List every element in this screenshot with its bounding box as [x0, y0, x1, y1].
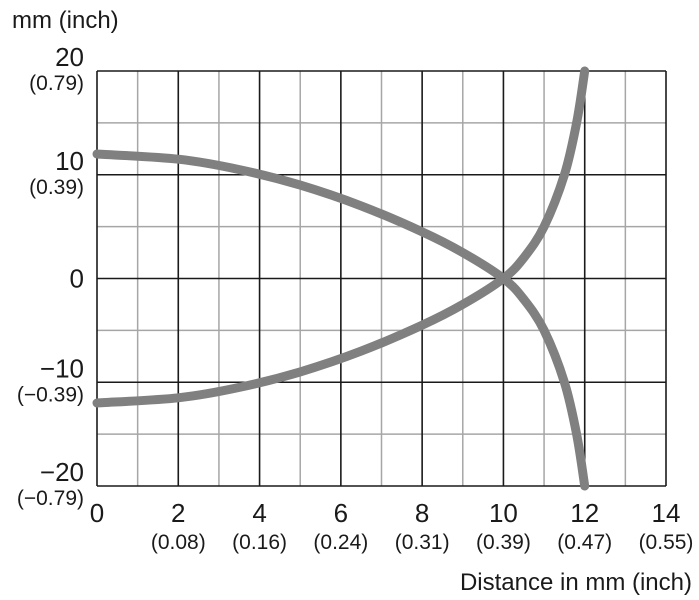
x-tick-label: 0 — [90, 498, 104, 528]
x-tick-label: 4 — [252, 498, 266, 528]
y-tick-sublabel: (0.79) — [29, 72, 84, 95]
x-tick-label: 2 — [171, 498, 185, 528]
series-layer — [92, 66, 590, 491]
x-tick-sublabel: (0.39) — [476, 531, 531, 554]
y-axis-title: mm (inch) — [12, 7, 119, 34]
x-tick-label: 10 — [489, 498, 518, 528]
y-tick-label: 0 — [70, 264, 84, 294]
y-tick-label: −20 — [40, 457, 84, 487]
x-tick-label: 12 — [570, 498, 599, 528]
x-tick-sublabel: (0.55) — [639, 531, 694, 554]
x-tick-sublabel: (0.08) — [151, 531, 206, 554]
x-tick-sublabel: (0.16) — [232, 531, 287, 554]
x-tick-labels: 0 2 (0.08) 4 (0.16) 6 (0.24) 8 (0.31) 10 (0.39) 12 (… — [90, 498, 694, 554]
y-tick-labels: 20(0.79) 10(0.39) 0 −10(−0.39) −20(−0.79) — [17, 42, 84, 510]
y-tick-label: −10 — [40, 353, 84, 383]
y-tick-sublabel: (0.39) — [29, 176, 84, 199]
y-tick-sublabel: (−0.79) — [17, 487, 84, 510]
y-tick-sublabel: (−0.39) — [17, 383, 84, 406]
x-tick-label: 14 — [652, 498, 681, 528]
y-tick-label: 10 — [55, 146, 84, 176]
series-line-2 — [92, 66, 590, 408]
x-tick-label: 8 — [415, 498, 429, 528]
x-axis-title: Distance in mm (inch) — [460, 569, 692, 596]
series-line-1 — [92, 149, 590, 491]
x-tick-sublabel: (0.47) — [557, 531, 612, 554]
y-tick-label: 20 — [55, 42, 84, 72]
x-tick-sublabel: (0.24) — [313, 531, 368, 554]
x-tick-label: 6 — [334, 498, 348, 528]
x-tick-sublabel: (0.31) — [395, 531, 450, 554]
